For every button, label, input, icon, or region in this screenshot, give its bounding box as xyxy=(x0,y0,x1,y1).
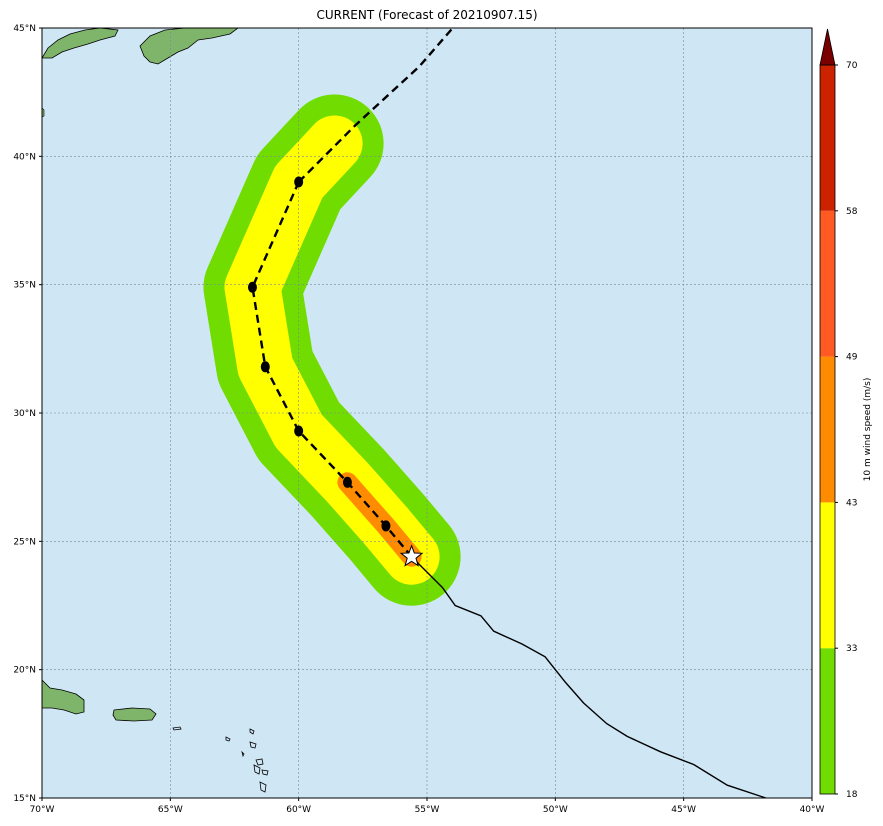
lat-tick-label: 30°N xyxy=(13,409,36,419)
land-layer xyxy=(42,28,269,793)
forecast-point-marker xyxy=(294,176,304,188)
lat-tick-label: 20°N xyxy=(13,666,36,676)
colorbar-band xyxy=(820,502,835,649)
colorbar-band xyxy=(820,648,835,794)
lon-tick-label: 40°W xyxy=(800,805,825,815)
lesser-antilles-islands xyxy=(172,726,269,793)
newfoundland-land xyxy=(139,28,239,65)
colorbar-band xyxy=(820,210,835,357)
map-axes: 70°W 65°W 60°W 55°W 50°W 45°W 40°W 15°N 20°N 25°N… xyxy=(13,24,824,815)
forecast-point-marker xyxy=(260,361,270,373)
forecast-point-marker xyxy=(247,281,257,293)
colorbar-band xyxy=(820,65,835,211)
colorbar-tick-label: 49 xyxy=(846,353,858,363)
hispaniola-land xyxy=(42,679,85,715)
colorbar-extend-arrow xyxy=(819,28,836,66)
colorbar-tick-label: 58 xyxy=(846,207,858,217)
lon-tick-label: 60°W xyxy=(286,805,311,815)
colorbar-band xyxy=(820,356,835,503)
puerto-rico-land xyxy=(112,707,157,722)
map-title: CURRENT (Forecast of 20210907.15) xyxy=(316,8,538,22)
lat-tick-label: 35°N xyxy=(13,281,36,291)
colorbar-frame xyxy=(819,64,836,795)
past-track-line xyxy=(411,556,767,798)
colorbar-tick-label: 70 xyxy=(846,61,858,71)
colorbar-tick-label: 18 xyxy=(846,790,858,800)
colorbar-tick-label: 43 xyxy=(846,498,857,508)
lat-tick-label: 25°N xyxy=(13,537,36,547)
lon-tick-label: 65°W xyxy=(158,805,183,815)
lat-tick-label: 15°N xyxy=(13,794,36,804)
lat-tick-label: 40°N xyxy=(13,152,36,162)
lon-tick-label: 70°W xyxy=(30,805,55,815)
lon-tick-label: 50°W xyxy=(543,805,568,815)
forecast-point-marker xyxy=(342,476,352,488)
forecast-point-marker xyxy=(294,425,304,437)
colorbar-tick-label: 33 xyxy=(846,644,857,654)
forecast-track-extension xyxy=(297,28,454,183)
colorbar-label: 10 m wind speed (m/s) xyxy=(863,378,873,482)
lon-tick-label: 45°W xyxy=(671,805,696,815)
lon-tick-label: 55°W xyxy=(415,805,440,815)
lat-tick-label: 45°N xyxy=(13,24,36,34)
storm-track xyxy=(247,28,767,798)
forecast-point-marker xyxy=(381,520,391,532)
colorbar: 18 33 43 49 58 70 10 m wind speed (m/s) xyxy=(819,28,873,800)
nova-scotia-land xyxy=(42,28,119,59)
current-position-star-icon xyxy=(399,544,424,567)
